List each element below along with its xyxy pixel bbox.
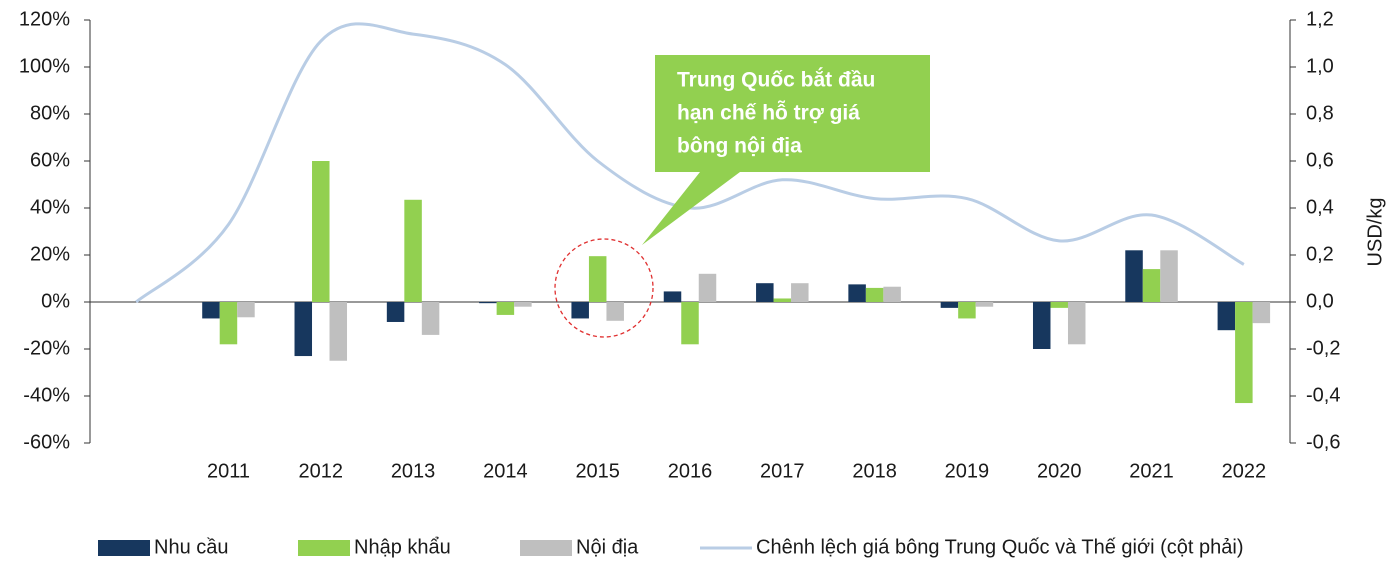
x-tick-label: 2021 — [1129, 460, 1174, 482]
bar — [698, 273, 717, 302]
y2-tick-label: 0,4 — [1306, 196, 1334, 218]
legend-label: Nội địa — [576, 536, 639, 558]
bar — [681, 302, 699, 345]
bar — [312, 161, 330, 302]
y2-axis-label: USD/kg — [1364, 198, 1386, 267]
bar — [848, 284, 866, 302]
legend-label: Chênh lệch giá bông Trung Quốc và Thế gi… — [756, 536, 1243, 558]
x-tick-label: 2022 — [1222, 460, 1267, 482]
bar — [1160, 250, 1178, 302]
bar — [663, 291, 682, 302]
y2-tick-label: 0,6 — [1306, 149, 1334, 171]
bar — [958, 302, 976, 319]
bar — [1032, 302, 1051, 349]
bar — [588, 256, 607, 302]
bar — [329, 302, 348, 361]
y-tick-label: 120% — [19, 8, 70, 30]
bar — [791, 283, 809, 302]
legend-swatch — [298, 540, 350, 556]
bar — [386, 302, 405, 322]
y2-tick-label: -0,2 — [1306, 337, 1340, 359]
highlight-circle — [554, 238, 654, 338]
legend-label: Nhập khẩu — [354, 536, 451, 558]
y2-tick-label: 0,0 — [1306, 290, 1334, 312]
x-tick-label: 2019 — [945, 460, 990, 482]
bar — [571, 302, 589, 319]
line — [135, 22, 1245, 304]
legend-swatch — [98, 540, 150, 556]
bar — [606, 302, 624, 321]
y-tick-label: 80% — [30, 102, 70, 124]
y2-tick-label: -0,4 — [1306, 384, 1340, 406]
bar — [1252, 302, 1271, 324]
bar — [883, 286, 901, 302]
annotation-text: Trung Quốc bắt đầu — [677, 68, 875, 92]
x-tick-label: 2018 — [852, 460, 897, 482]
x-tick-label: 2020 — [1037, 460, 1082, 482]
y2-tick-label: -0,6 — [1306, 431, 1340, 453]
x-tick-label: 2015 — [575, 460, 620, 482]
y-tick-label: 60% — [30, 149, 70, 171]
x-tick-label: 2012 — [299, 460, 344, 482]
y2-tick-label: 1,2 — [1306, 8, 1334, 30]
legend-label: Nhu cầu — [154, 536, 229, 558]
bar — [940, 302, 959, 308]
y2-tick-label: 0,2 — [1306, 243, 1334, 265]
bar — [975, 302, 994, 307]
bar — [237, 302, 255, 318]
bar — [865, 287, 884, 302]
y2-tick-label: 0,8 — [1306, 102, 1334, 124]
y-tick-label: -40% — [23, 384, 70, 406]
bar — [479, 302, 497, 304]
bar — [294, 302, 313, 357]
bar — [219, 302, 238, 345]
x-tick-label: 2017 — [760, 460, 805, 482]
y-tick-label: -60% — [23, 431, 70, 453]
bar — [514, 302, 532, 307]
bar — [1217, 302, 1236, 331]
bar — [496, 302, 515, 315]
bar — [756, 283, 774, 302]
bar — [1050, 302, 1068, 308]
x-tick-label: 2011 — [207, 460, 250, 482]
x-tick-label: 2014 — [483, 460, 528, 482]
bar — [202, 302, 220, 319]
bar — [773, 298, 792, 302]
y-tick-label: 20% — [30, 243, 70, 265]
y-tick-label: -20% — [23, 337, 70, 359]
bar — [404, 199, 422, 302]
y2-tick-label: 1,0 — [1306, 55, 1334, 77]
y-tick-label: 100% — [19, 55, 70, 77]
callout — [642, 55, 930, 245]
bar — [1142, 269, 1161, 302]
bar — [1235, 302, 1253, 404]
annotation-text: hạn chế hỗ trợ giá — [677, 101, 860, 125]
y-tick-label: 40% — [30, 196, 70, 218]
bar — [1067, 302, 1086, 345]
legend-swatch — [520, 540, 572, 556]
x-tick-label: 2016 — [668, 460, 713, 482]
annotation-text: bông nội địa — [677, 135, 802, 158]
x-tick-label: 2013 — [391, 460, 436, 482]
bar — [421, 302, 440, 335]
bar — [1125, 250, 1143, 302]
y-tick-label: 0% — [41, 290, 70, 312]
